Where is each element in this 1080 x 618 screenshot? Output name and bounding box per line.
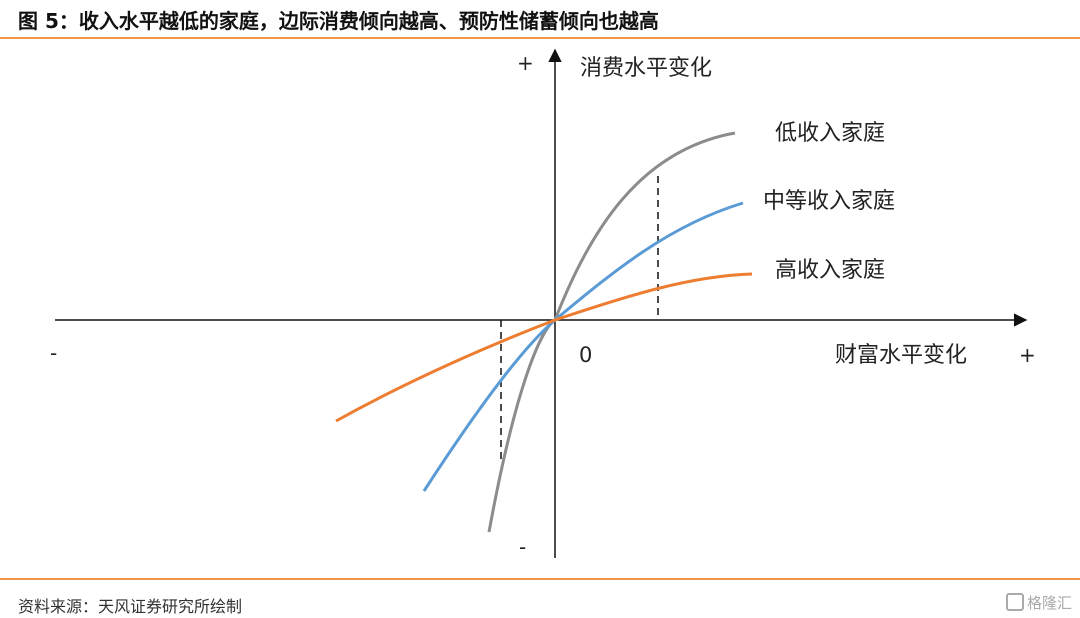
- watermark-text: 格隆汇: [1026, 594, 1072, 612]
- watermark-logo-icon: [1005, 593, 1024, 611]
- curve-label-low-income: 低收入家庭: [775, 121, 885, 146]
- curve-high-income: [335, 272, 753, 423]
- figure-title: 图 5：收入水平越低的家庭，边际消费倾向越高、预防性储蓄倾向也越高: [18, 9, 659, 33]
- source-note: 资料来源：天风证券研究所绘制: [18, 597, 243, 616]
- title-divider: [0, 37, 1080, 39]
- x-axis-label: 财富水平变化: [835, 343, 967, 368]
- curve-label-middle-income: 中等收入家庭: [763, 189, 895, 214]
- origin-label: 0: [579, 343, 592, 367]
- watermark: 格隆汇: [1005, 592, 1072, 613]
- footer-divider: [0, 578, 1080, 580]
- x-minus-label: -: [50, 341, 57, 365]
- x-plus-label: +: [1019, 343, 1036, 367]
- y-minus-label: -: [519, 535, 526, 559]
- curve-label-high-income: 高收入家庭: [775, 258, 885, 283]
- y-axis-label: 消费水平变化: [580, 56, 712, 81]
- y-plus-label: +: [517, 51, 534, 75]
